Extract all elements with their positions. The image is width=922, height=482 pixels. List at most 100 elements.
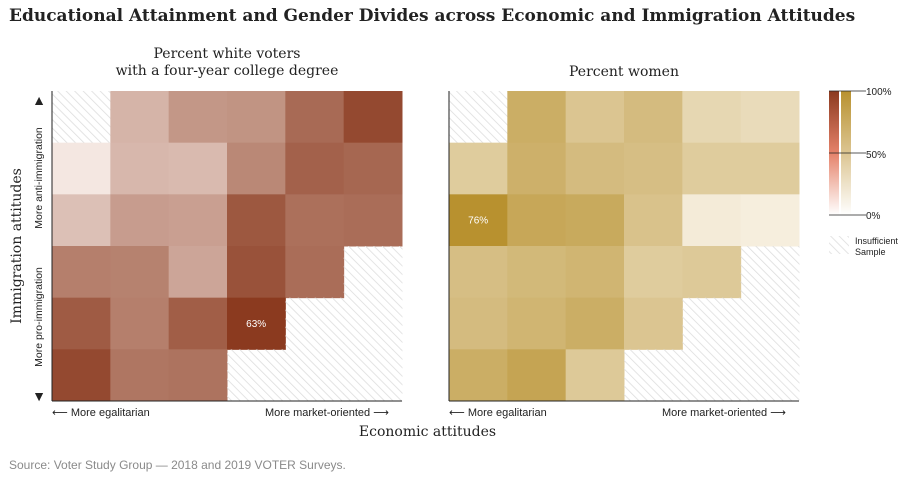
heatmap-cell-women xyxy=(565,91,625,144)
legend-label-0: 0% xyxy=(866,211,881,222)
x-label-egalitarian-left-text: More egalitarian xyxy=(70,407,150,419)
heatmap-cell-education xyxy=(168,297,228,350)
heatmap-cell-women xyxy=(682,91,742,144)
heatmap-cell-education xyxy=(168,142,228,195)
heatmap-cell-women xyxy=(740,142,800,195)
left-arrow-icon: ⟵ xyxy=(449,407,465,419)
heatmap-cell-education xyxy=(227,194,286,247)
down-arrow-icon: ▼ xyxy=(32,388,46,404)
heatmap-cell-education xyxy=(52,297,111,350)
legend-label-50: 50% xyxy=(866,150,886,161)
heatmap-cell-education xyxy=(110,91,170,144)
left-arrow-icon: ⟵ xyxy=(52,407,68,419)
heatmap-cell-education xyxy=(227,246,286,299)
heatmap-cell-insufficient xyxy=(343,349,403,402)
heatmap-cell-insufficient xyxy=(740,297,800,350)
heatmap-cell-insufficient xyxy=(449,91,508,144)
heatmap-cell-education xyxy=(110,194,170,247)
right-arrow-icon: ⟶ xyxy=(770,407,786,419)
color-legend: 100% 50% 0% xyxy=(829,87,892,254)
heatmap-cell-education xyxy=(168,246,228,299)
heatmap-cell-education xyxy=(227,142,286,195)
x-label-egalitarian-right-text: More egalitarian xyxy=(467,407,547,419)
heatmap-cell-insufficient xyxy=(682,349,742,402)
heatmap-cell-insufficient xyxy=(285,297,345,350)
heatmap-cell-education xyxy=(343,194,403,247)
legend-label-100: 100% xyxy=(866,87,892,98)
legend-hatch-swatch xyxy=(829,236,849,254)
heatmap-cell-women xyxy=(565,194,625,247)
heatmap-cell-women xyxy=(507,297,567,350)
cell-value-label: 76% xyxy=(468,216,488,227)
heatmap-cell-insufficient xyxy=(624,349,683,402)
right-arrow-icon: ⟶ xyxy=(373,407,389,419)
heatmap-cell-women xyxy=(507,91,567,144)
heatmap-cell-women xyxy=(449,194,508,247)
heatmap-cell-insufficient xyxy=(52,91,111,144)
heatmap-cell-women xyxy=(565,349,625,402)
heatmap-cell-education xyxy=(52,246,111,299)
panel-title-women: Percent women xyxy=(449,64,799,81)
heatmap-cell-education xyxy=(168,349,228,402)
heatmap-cell-women xyxy=(740,194,800,247)
cell-value-label: 63% xyxy=(246,319,266,330)
heatmap-cell-women xyxy=(624,194,683,247)
heatmap-cell-women xyxy=(682,142,742,195)
x-label-market-right-text: More market-oriented xyxy=(662,407,768,419)
heatmap-cell-insufficient xyxy=(740,349,800,402)
heatmap-cell-women xyxy=(449,297,508,350)
source-note: Source: Voter Study Group — 2018 and 201… xyxy=(9,458,346,472)
heatmap-cell-education xyxy=(52,142,111,195)
heatmap-cell-women xyxy=(682,194,742,247)
heatmap-cell-education xyxy=(227,91,286,144)
heatmap-cell-women xyxy=(565,246,625,299)
legend-insufficient-line2: Sample xyxy=(855,247,886,257)
heatmap-cell-education xyxy=(110,297,170,350)
heatmap-cell-education xyxy=(343,142,403,195)
heatmap-cell-women xyxy=(624,91,683,144)
heatmap-cell-education xyxy=(168,194,228,247)
x-label-market-left: More market-oriented ⟶ xyxy=(265,406,389,419)
heatmap-cell-women xyxy=(624,297,683,350)
heatmap-cell-women xyxy=(624,142,683,195)
heatmap-cell-women xyxy=(740,91,800,144)
legend-insufficient-sample: Insufficient Sample xyxy=(855,236,898,258)
heatmap-cell-women xyxy=(507,349,567,402)
heatmap-cell-education xyxy=(285,142,345,195)
heatmap-cell-women xyxy=(449,246,508,299)
heatmap-cell-education xyxy=(110,142,170,195)
heatmap-cell-insufficient xyxy=(285,349,345,402)
heatmap-cell-education xyxy=(52,349,111,402)
panel-title-education: Percent white voters with a four-year co… xyxy=(52,46,402,80)
heatmap-cell-women xyxy=(507,246,567,299)
heatmap-cell-education xyxy=(168,91,228,144)
heatmap-cell-women xyxy=(449,349,508,402)
x-axis-title: Economic attitudes xyxy=(358,424,497,440)
heatmap-cell-education xyxy=(285,194,345,247)
panel-title-education-line1: Percent white voters xyxy=(153,46,301,62)
heatmap-cell-education xyxy=(285,91,345,144)
x-label-egalitarian-left: ⟵ More egalitarian xyxy=(52,406,150,419)
heatmap-cell-women xyxy=(624,246,683,299)
heatmap-cell-education xyxy=(227,297,286,350)
up-arrow-icon: ▲ xyxy=(32,92,46,108)
heatmap-cell-education xyxy=(285,246,345,299)
heatmap-cell-insufficient xyxy=(227,349,286,402)
x-label-egalitarian-right: ⟵ More egalitarian xyxy=(449,406,547,419)
heatmap-cell-women xyxy=(565,297,625,350)
heatmap-cell-women xyxy=(507,142,567,195)
heatmap-cell-insufficient xyxy=(343,246,403,299)
heatmap-cell-insufficient xyxy=(740,246,800,299)
heatmap-cell-women xyxy=(449,142,508,195)
heatmap-cell-education xyxy=(343,91,403,144)
heatmap-cell-education xyxy=(110,349,170,402)
panel-title-education-line2: with a four-year college degree xyxy=(115,63,339,79)
heatmap-cell-education xyxy=(110,246,170,299)
heatmap-cell-women xyxy=(507,194,567,247)
heatmap-cell-women xyxy=(565,142,625,195)
heatmap-cell-education xyxy=(52,194,111,247)
legend-insufficient-line1: Insufficient xyxy=(855,236,898,246)
chart-title: Educational Attainment and Gender Divide… xyxy=(9,6,856,26)
heatmap-cell-insufficient xyxy=(682,297,742,350)
